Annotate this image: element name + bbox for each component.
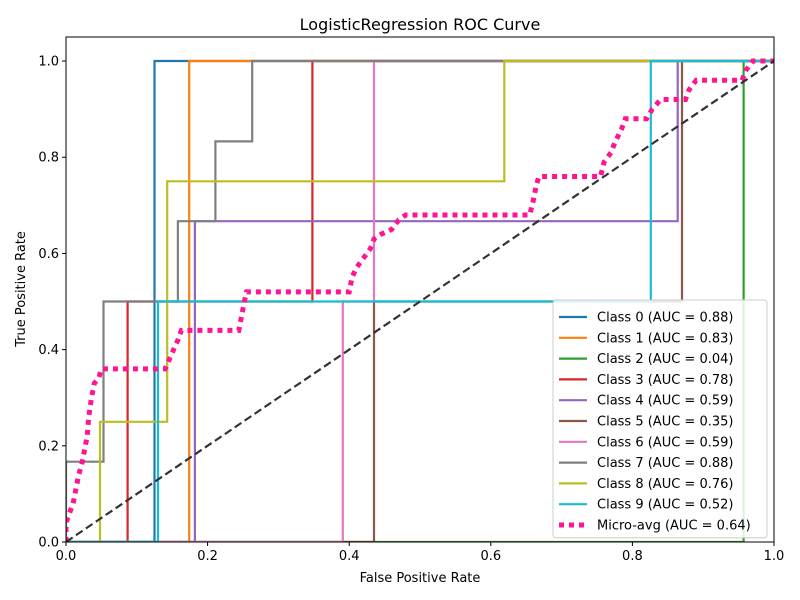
x-tick-label: 1.0	[764, 549, 785, 564]
y-tick-label: 0.0	[38, 536, 59, 551]
x-tick-label: 0.2	[197, 549, 218, 564]
legend-label: Class 9 (AUC = 0.52)	[597, 498, 733, 513]
x-tick-label: 0.0	[56, 549, 77, 564]
y-tick-label: 0.2	[38, 439, 59, 454]
roc-line-7	[66, 59, 774, 542]
x-axis-label: False Positive Rate	[360, 571, 481, 586]
x-tick-label: 0.8	[622, 549, 643, 564]
y-tick-label: 0.4	[38, 343, 59, 358]
roc-line-10	[66, 58, 774, 542]
legend-label: Class 3 (AUC = 0.78)	[597, 373, 733, 388]
roc-line-9	[66, 59, 774, 542]
y-tick-label: 0.6	[38, 247, 59, 262]
legend-label: Class 8 (AUC = 0.76)	[597, 477, 733, 492]
legend-box	[552, 299, 768, 539]
legend-label: Class 7 (AUC = 0.88)	[597, 456, 733, 471]
legend-label: Class 4 (AUC = 0.59)	[597, 394, 733, 409]
y-axis-label: True Positive Rate	[14, 231, 29, 348]
diagonal-reference-line	[66, 60, 774, 542]
axes-frame	[65, 36, 775, 543]
x-tick-label: 0.6	[480, 549, 501, 564]
legend: Class 0 (AUC = 0.88) Class 1 (AUC = 0.83)…	[552, 299, 768, 539]
legend-label: Class 6 (AUC = 0.59)	[597, 435, 733, 450]
y-tick-label: 1.0	[38, 55, 59, 70]
y-tick-label: 0.8	[38, 151, 59, 166]
legend-label: Class 0 (AUC = 0.88)	[597, 311, 733, 326]
chart-title: LogisticRegression ROC Curve	[300, 15, 541, 34]
axes: 0.0 0.2 0.4 0.6 0.8 1.0 0.0 0.2 0.4 0.6 0.8 1.0	[38, 36, 785, 564]
x-tick-label: 0.4	[339, 549, 360, 564]
legend-label: Micro-avg (AUC = 0.64)	[597, 519, 751, 534]
legend-label: Class 2 (AUC = 0.04)	[597, 352, 733, 367]
legend-label: Class 1 (AUC = 0.83)	[597, 331, 733, 346]
legend-label: Class 5 (AUC = 0.35)	[597, 415, 733, 430]
